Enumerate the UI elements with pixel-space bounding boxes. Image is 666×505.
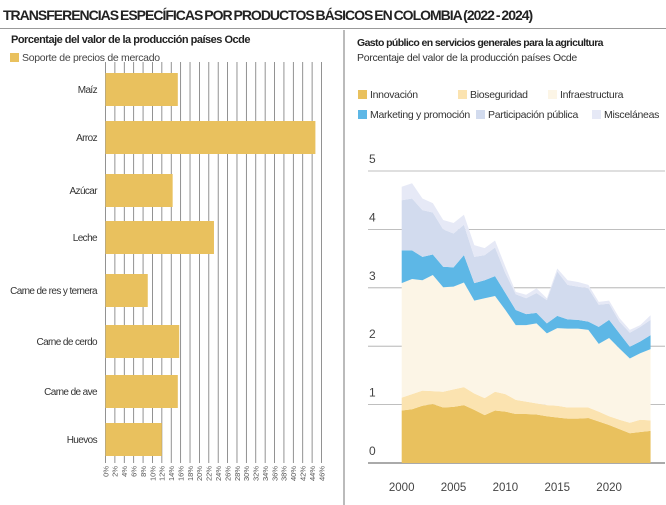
x-tick-label: 38% (280, 466, 289, 481)
bar-3 (105, 221, 214, 254)
x-tick-label: 4% (120, 466, 129, 477)
area-chart-title: Gasto público en servicios generales par… (357, 37, 604, 49)
x-tick-label: 42% (299, 466, 308, 481)
category-label: Leche (73, 233, 98, 244)
legend-label: Infraestructura (560, 89, 624, 101)
legend-swatch (476, 110, 485, 119)
legend-item: Marketing y promoción (358, 109, 470, 121)
category-label: Arroz (76, 133, 97, 144)
bar-4 (105, 274, 148, 307)
panel-divider (343, 30, 345, 505)
area-bioseguridad (401, 387, 651, 434)
category-label: Carne de ave (44, 387, 98, 398)
area-innovaci-n (401, 404, 651, 463)
x-tick-label: 10% (148, 466, 157, 481)
legend-swatch (458, 90, 467, 99)
x-tick-label: 6% (129, 466, 138, 477)
x-tick-label: 36% (270, 466, 279, 481)
bar-1 (105, 121, 316, 154)
legend-label: Innovación (370, 89, 418, 101)
x-tick-label: 2015 (544, 482, 570, 494)
y-tick-label: 2 (369, 327, 376, 341)
x-tick-label: 44% (308, 466, 317, 481)
area-participaci-n-p-blica (401, 198, 651, 347)
y-tick-label: 4 (369, 210, 376, 224)
y-tick-label: 3 (369, 269, 376, 283)
legend-item: Participación pública (476, 109, 578, 121)
category-label: Carne de res y ternera (10, 286, 98, 297)
x-tick-label: 40% (289, 466, 298, 481)
area-marketing-y-promoci-n (401, 250, 651, 359)
frame (0, 28, 666, 504)
legend-item: Innovación (358, 89, 418, 101)
y-tick-label: 5 (369, 152, 376, 166)
x-tick-label: 12% (158, 466, 167, 481)
x-tick-label: 24% (214, 466, 223, 481)
legend-swatch (358, 110, 367, 119)
x-tick-label: 32% (252, 466, 261, 481)
category-label: Huevos (67, 435, 98, 446)
legend-swatch (592, 110, 601, 119)
x-tick-label: 26% (223, 466, 232, 481)
legend-swatch (358, 90, 367, 99)
category-label: Azúcar (69, 186, 98, 197)
legend-item: Infraestructura (548, 89, 624, 101)
legend-label: Soporte de precios de mercado (22, 52, 160, 64)
bar-7 (105, 423, 162, 456)
x-tick-label: 8% (139, 466, 148, 477)
bar-legend: Soporte de precios de mercado (10, 52, 160, 64)
legend-item: Misceláneas (592, 109, 659, 121)
x-tick-label: 34% (261, 466, 270, 481)
y-tick-label: 1 (369, 386, 376, 400)
legend-item: Bioseguridad (458, 89, 528, 101)
legend-label: Bioseguridad (470, 89, 528, 101)
x-tick-label: 22% (205, 466, 214, 481)
x-tick-label: 20% (195, 466, 204, 481)
x-tick-label: 0% (101, 466, 110, 477)
x-tick-label: 18% (186, 466, 195, 481)
y-tick-label: 0 (369, 444, 376, 458)
x-tick-label: 16% (176, 466, 185, 481)
legend-swatch (10, 53, 19, 62)
bar-chart-title: Porcentaje del valor de la producción pa… (11, 34, 250, 46)
category-label: Carne de cerdo (36, 337, 98, 348)
area-chart-subtitle: Porcentaje del valor de la producción pa… (357, 52, 577, 64)
x-tick-label: 2000 (389, 482, 415, 494)
x-tick-label: 28% (233, 466, 242, 481)
category-label: Maíz (78, 85, 98, 96)
legend-label: Participación pública (488, 109, 579, 121)
x-tick-label: 30% (242, 466, 251, 481)
legend-label: Marketing y promoción (370, 109, 470, 121)
area-legend: Innovación Bioseguridad Infraestructura Mar… (358, 89, 659, 125)
bar-2 (105, 174, 173, 207)
x-tick-label: 46% (317, 466, 326, 481)
area-miscel-neas (401, 183, 651, 333)
x-tick-label: 14% (167, 466, 176, 481)
legend-label: Misceláneas (604, 109, 660, 121)
x-tick-label: 2020 (596, 482, 622, 494)
x-tick-label: 2% (111, 466, 120, 477)
legend-swatch (548, 90, 557, 99)
bar-0 (105, 73, 178, 106)
x-tick-label: 2010 (493, 482, 519, 494)
x-tick-label: 2005 (441, 482, 467, 494)
bar-6 (105, 375, 178, 408)
page-title: TRANSFERENCIAS ESPECÍFICAS POR PRODUCTOS… (3, 7, 533, 23)
bar-5 (105, 325, 180, 358)
area-infraestructura (401, 274, 651, 423)
